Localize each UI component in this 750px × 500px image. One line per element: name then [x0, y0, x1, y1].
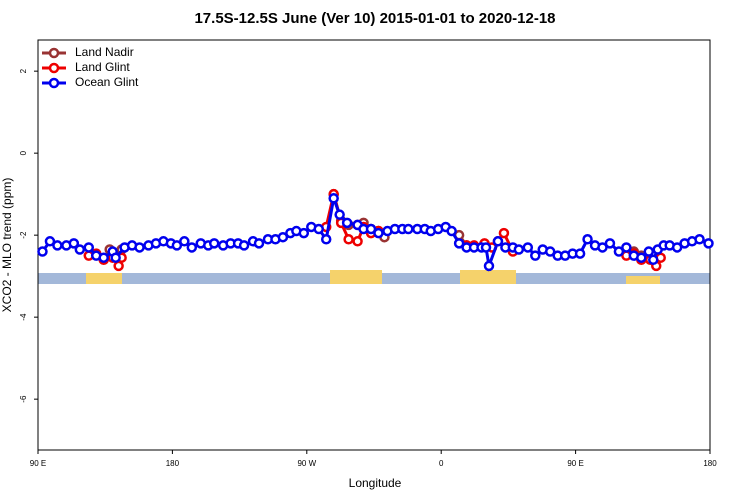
land-patch [330, 270, 382, 284]
x-tick-label: 90 E [567, 459, 583, 468]
point [492, 236, 504, 247]
point [582, 234, 593, 245]
x-tick-label: 0 [439, 459, 444, 468]
land-patch [460, 270, 516, 284]
land-mask [38, 270, 710, 284]
point [343, 234, 354, 245]
point [334, 209, 345, 220]
x-tick-label: 90 E [30, 459, 46, 468]
x-tick-label: 180 [166, 459, 180, 468]
point [480, 242, 492, 253]
series [37, 192, 714, 272]
point [574, 248, 586, 259]
point [604, 238, 616, 249]
point [694, 234, 705, 245]
point [513, 244, 525, 255]
point [238, 240, 250, 251]
legend-marker [48, 62, 60, 74]
point [313, 223, 324, 235]
land-patch [626, 276, 660, 284]
point [483, 260, 495, 272]
legend-marker [48, 47, 60, 59]
point [453, 238, 465, 249]
legend-label: Land Nadir [75, 45, 134, 59]
point [328, 193, 339, 204]
point [544, 246, 556, 257]
point [98, 252, 109, 263]
y-tick-label: 0 [19, 150, 28, 155]
point [110, 252, 121, 263]
point [113, 260, 124, 272]
y-tick-label: -2 [19, 231, 28, 239]
y-tick-label: 2 [19, 68, 28, 73]
chart-title: 17.5S-12.5S June (Ver 10) 2015-01-01 to … [194, 10, 555, 27]
point [171, 240, 183, 251]
point [341, 217, 353, 229]
point [186, 242, 198, 253]
point [352, 236, 363, 247]
point [134, 242, 145, 253]
point [613, 246, 625, 257]
point [643, 246, 655, 257]
point [83, 242, 95, 253]
point [703, 238, 714, 249]
legend-label: Land Glint [75, 60, 130, 74]
point [298, 227, 310, 239]
point [208, 238, 220, 249]
legend-label: Ocean Glint [75, 75, 139, 89]
point [522, 242, 534, 253]
point [373, 227, 384, 239]
point [403, 223, 414, 235]
point [52, 240, 63, 251]
point [37, 246, 48, 257]
point [671, 242, 683, 253]
x-axis-label: Longitude [349, 476, 402, 490]
point [498, 227, 510, 239]
y-tick-label: -6 [19, 395, 28, 403]
point [636, 252, 647, 263]
point [68, 238, 80, 249]
y-tick-label: -4 [19, 313, 28, 321]
point [253, 238, 265, 249]
legend-marker [48, 77, 60, 89]
point [621, 242, 632, 253]
point [44, 236, 56, 247]
point [74, 244, 86, 255]
point [179, 236, 190, 247]
point [530, 250, 541, 261]
x-tick-label: 180 [703, 459, 717, 468]
point [648, 254, 659, 266]
point [446, 225, 457, 237]
point [365, 223, 377, 235]
land-patch [86, 273, 122, 284]
x-tick-label: 90 W [297, 459, 316, 468]
point [597, 242, 608, 253]
point [320, 234, 332, 245]
y-axis-label: XCO2 - MLO trend (ppm) [0, 178, 14, 313]
point [277, 231, 289, 243]
